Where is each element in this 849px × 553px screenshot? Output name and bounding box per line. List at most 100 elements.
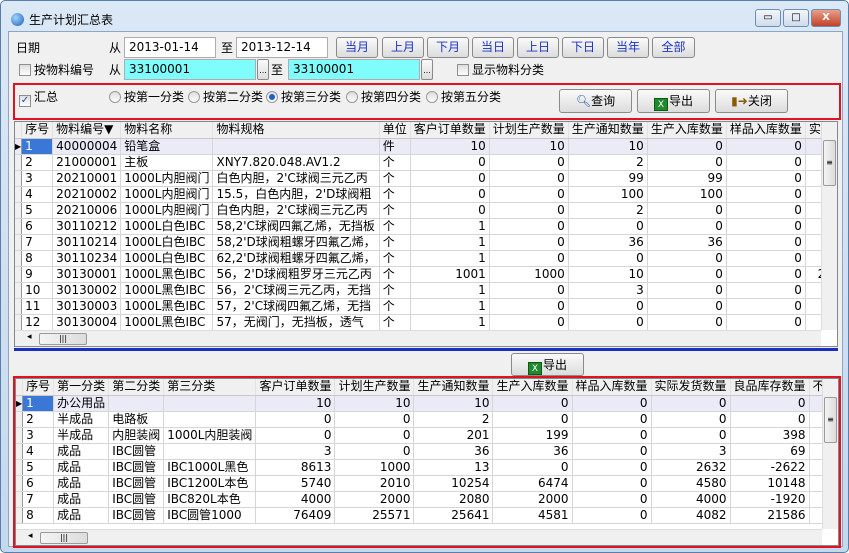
table-cell[interactable]: 100 [568,186,648,203]
table-cell[interactable]: IBC圆管1000 [163,507,257,524]
table-cell[interactable] [809,443,822,460]
table-cell[interactable]: 个 [379,314,411,330]
date-from-input[interactable]: 2013-01-14 [124,37,216,58]
table-cell[interactable]: 76409 [255,507,336,524]
quick-date-button[interactable]: 当年 [607,37,649,58]
quick-date-button[interactable]: 下日 [562,37,604,58]
table-cell[interactable]: -1920 [730,491,810,508]
table-cell[interactable] [163,443,257,460]
horizontal-scrollbar[interactable]: ◂ ||| [15,330,821,346]
table-cell[interactable]: 21 [805,266,821,283]
table-cell[interactable]: 成品 [53,475,110,492]
quick-date-button[interactable]: 当月 [336,37,378,58]
table-cell[interactable]: 2000 [334,491,415,508]
table-cell[interactable]: 0 [568,250,648,267]
table-cell[interactable]: 0 [651,411,731,428]
table-cell[interactable]: 0 [726,298,806,315]
table-cell[interactable]: 10148 [730,475,810,492]
table-cell[interactable]: 4 [22,443,55,460]
table-cell[interactable]: 0 [492,411,573,428]
table-cell[interactable]: 1 [805,234,821,251]
column-header[interactable]: 生产通知数量 [413,379,494,396]
table-cell[interactable]: 398 [730,427,810,444]
table-cell[interactable]: 主板 [120,154,214,171]
table-cell[interactable]: 6 [21,218,54,235]
category-radio[interactable]: 按第三分类 [266,89,341,105]
table-cell[interactable]: 个 [379,202,411,219]
table-cell[interactable]: 0 [726,266,806,283]
table-cell[interactable]: 11 [21,298,54,315]
table-cell[interactable]: 电路板 [108,411,165,428]
table-cell[interactable]: 1 [410,234,490,251]
quick-date-button[interactable]: 当日 [472,37,514,58]
maximize-button[interactable]: □ [783,9,809,27]
table-cell[interactable]: 69 [730,443,810,460]
table-cell[interactable]: 199 [492,427,573,444]
table-cell[interactable]: 30130002 [52,282,122,299]
scroll-left-icon[interactable]: ◂ [28,531,33,541]
table-cell[interactable]: 0 [568,314,648,330]
table-cell[interactable]: 白色内胆，2'C球阀三元乙丙 [212,202,380,219]
table-cell[interactable]: 0 [647,250,727,267]
vertical-scrollbar[interactable]: ≡ [821,122,837,330]
column-header[interactable]: 样品入库数量 [726,122,806,139]
table-cell[interactable]: 1 [410,298,490,315]
table-cell[interactable] [163,395,257,412]
table-cell[interactable]: 5 [21,202,54,219]
table-cell[interactable] [809,459,822,476]
table-cell[interactable]: 0 [255,411,336,428]
table-cell[interactable]: 30110212 [52,218,122,235]
table-cell[interactable]: 个 [379,218,411,235]
table-cell[interactable]: 0 [726,186,806,203]
code-to-browse-button[interactable]: ... [421,59,433,80]
table-cell[interactable]: IBC圆管 [108,507,165,524]
column-header[interactable]: 生产入库数量 [492,379,573,396]
table-cell[interactable]: 3 [22,427,55,444]
table-cell[interactable]: 21586 [730,507,810,524]
table-cell[interactable]: 0 [489,298,569,315]
table-cell[interactable] [809,507,822,524]
show-category-checkbox[interactable]: 显示物料分类 [457,62,544,78]
code-from-browse-button[interactable]: ... [257,59,269,80]
table-cell[interactable]: 0 [492,459,573,476]
table-cell[interactable]: 1 [805,298,821,315]
table-cell[interactable]: 9 [21,266,54,283]
table-cell[interactable]: 0 [805,138,821,155]
table-cell[interactable]: 2 [21,154,54,171]
table-cell[interactable]: 1000L黑色IBC [120,298,214,315]
table-cell[interactable]: IBC圆管 [108,491,165,508]
table-cell[interactable]: 1 [410,218,490,235]
table-cell[interactable]: 办公用品 [53,395,110,412]
table-cell[interactable]: 20210006 [52,202,122,219]
table-cell[interactable]: 4580 [651,475,731,492]
table-cell[interactable]: 1 [22,395,55,412]
table-cell[interactable]: 0 [726,234,806,251]
table-cell[interactable]: 0 [489,282,569,299]
table-cell[interactable]: 0 [572,427,652,444]
table-cell[interactable]: 0 [492,395,573,412]
table-cell[interactable]: 8 [21,250,54,267]
table-cell[interactable]: 201 [413,427,494,444]
scroll-thumb[interactable]: ≡ [823,140,836,186]
column-header[interactable]: 样品入库数量 [572,379,652,396]
table-cell[interactable]: 3 [255,443,336,460]
table-cell[interactable]: 0 [647,266,727,283]
table-cell[interactable]: 4000 [651,491,731,508]
table-cell[interactable]: 1000L黑色IBC [120,314,214,330]
table-row[interactable]: 4 成品 IBC圆管 3 0 36 36 0 3 69 [16,443,822,460]
column-header[interactable]: 计划生产数量 [334,379,415,396]
table-cell[interactable]: 0 [572,411,652,428]
table-cell[interactable]: 1 [805,282,821,299]
table-cell[interactable]: 57，2'C球阀四氟乙烯，无挡 [212,298,380,315]
minimize-button[interactable]: ▭ [755,9,781,27]
table-cell[interactable]: 1000L内胆阀门 [120,202,214,219]
table-cell[interactable]: 30110234 [52,250,122,267]
table-cell[interactable]: 0 [334,427,415,444]
table-cell[interactable]: 99 [568,170,648,187]
close-button[interactable]: ▮➜关闭 [715,89,788,113]
table-cell[interactable]: 半成品 [53,411,110,428]
table-cell[interactable]: 4000 [255,491,336,508]
scroll-left-icon[interactable]: ◂ [27,332,32,342]
table-cell[interactable]: 0 [651,427,731,444]
